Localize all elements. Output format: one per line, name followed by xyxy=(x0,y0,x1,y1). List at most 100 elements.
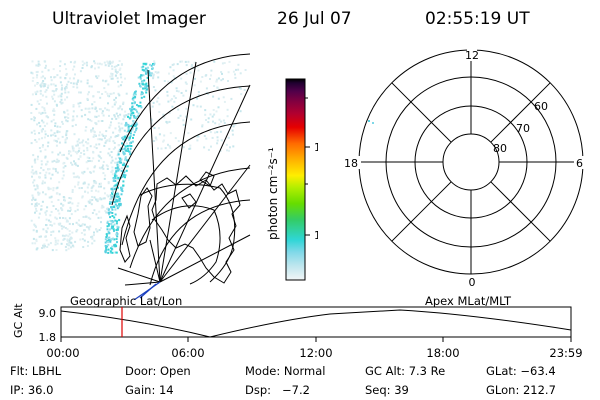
emission-pixel xyxy=(55,139,58,142)
emission-pixel xyxy=(102,135,105,137)
emission-pixel xyxy=(197,91,200,93)
emission-pixel xyxy=(87,183,90,186)
emission-pixel xyxy=(40,166,43,169)
limb-pixel xyxy=(133,131,136,134)
limb-pixel xyxy=(146,76,149,79)
emission-pixel xyxy=(101,93,104,95)
emission-pixel xyxy=(204,113,207,116)
emission-pixel xyxy=(95,115,98,118)
emission-pixel xyxy=(155,137,157,139)
limb-pixel xyxy=(140,106,143,109)
emission-pixel xyxy=(56,130,59,133)
emission-pixel xyxy=(207,117,210,120)
limb-pixel xyxy=(126,147,129,150)
emission-pixel xyxy=(111,117,114,120)
emission-pixel xyxy=(180,77,183,80)
emission-pixel xyxy=(97,159,100,162)
emission-pixel xyxy=(116,71,119,73)
emission-pixel xyxy=(100,157,103,160)
emission-pixel xyxy=(44,193,47,196)
emission-pixel xyxy=(79,225,82,227)
emission-pixel xyxy=(81,223,84,226)
emission-pixel xyxy=(71,202,74,205)
emission-pixel xyxy=(67,113,70,116)
emission-pixel xyxy=(82,139,85,142)
emission-pixel xyxy=(52,133,55,136)
emission-pixel xyxy=(64,98,66,101)
emission-pixel xyxy=(36,187,39,190)
limb-pixel xyxy=(127,115,129,118)
emission-pixel xyxy=(87,191,89,194)
emission-pixel xyxy=(43,124,46,127)
emission-pixel xyxy=(93,101,96,103)
colorbar-gradient xyxy=(285,78,306,281)
emission-pixel xyxy=(231,129,234,132)
limb-pixel xyxy=(140,74,143,77)
emission-pixel xyxy=(162,113,165,116)
emission-pixel xyxy=(72,147,75,150)
emission-pixel xyxy=(205,137,208,140)
emission-pixel xyxy=(79,91,82,94)
emission-pixel xyxy=(45,224,48,227)
emission-pixel xyxy=(89,198,92,201)
emission-pixel xyxy=(223,100,226,103)
emission-pixel xyxy=(106,207,109,210)
emission-pixel xyxy=(85,215,87,218)
emission-pixel xyxy=(111,159,114,162)
limb-pixel xyxy=(150,74,152,77)
emission-pixel xyxy=(79,155,82,158)
emission-pixel xyxy=(108,126,111,129)
emission-pixel xyxy=(77,79,80,82)
emission-pixel xyxy=(52,205,55,207)
emission-pixel xyxy=(69,61,72,64)
limb-pixel xyxy=(129,153,132,156)
emission-pixel xyxy=(98,182,101,185)
emission-pixel xyxy=(35,202,38,205)
emission-pixel xyxy=(98,62,101,65)
emission-pixel xyxy=(38,138,41,141)
emission-pixel xyxy=(187,60,190,63)
emission-pixel xyxy=(38,147,41,149)
limb-pixel xyxy=(147,66,149,69)
polar-label-bg xyxy=(467,48,477,61)
emission-pixel xyxy=(72,149,75,152)
emission-pixel xyxy=(112,148,115,150)
emission-pixel xyxy=(44,156,47,159)
emission-pixel xyxy=(40,160,43,163)
emission-pixel xyxy=(97,138,100,141)
limb-pixel xyxy=(124,174,127,177)
altitude-timeline: GC Alt 9.0 1.8 00:00 06:00 12:00 18:00 2… xyxy=(12,303,583,360)
emission-pixel xyxy=(181,60,184,63)
emission-pixel xyxy=(50,195,53,198)
emission-pixel xyxy=(196,65,199,68)
emission-pixel xyxy=(39,150,42,153)
emission-pixel xyxy=(102,167,105,170)
emission-pixel xyxy=(87,240,90,243)
emission-pixel xyxy=(151,105,154,108)
emission-pixel xyxy=(53,100,56,103)
emission-pixel xyxy=(78,105,81,108)
emission-pixel xyxy=(93,166,96,169)
emission-pixel xyxy=(66,83,69,86)
emission-pixel xyxy=(32,181,35,184)
limb-pixel xyxy=(142,62,145,65)
emission-pixel xyxy=(80,80,83,83)
emission-pixel xyxy=(30,118,33,121)
emission-pixel xyxy=(93,131,96,134)
emission-pixel xyxy=(55,208,57,210)
emission-pixel xyxy=(125,92,128,95)
limb-pixel xyxy=(110,247,113,250)
emission-pixel xyxy=(44,148,47,151)
emission-pixel xyxy=(112,195,115,198)
emission-pixel xyxy=(33,119,36,122)
emission-pixel xyxy=(101,166,104,169)
limb-pixel xyxy=(133,92,136,95)
emission-pixel xyxy=(180,92,183,94)
emission-pixel xyxy=(62,170,65,173)
emission-pixel xyxy=(77,183,80,186)
emission-pixel xyxy=(108,147,111,150)
emission-pixel xyxy=(172,69,175,72)
emission-pixel xyxy=(108,140,111,143)
emission-pixel xyxy=(67,247,70,250)
emission-pixel xyxy=(67,152,70,155)
